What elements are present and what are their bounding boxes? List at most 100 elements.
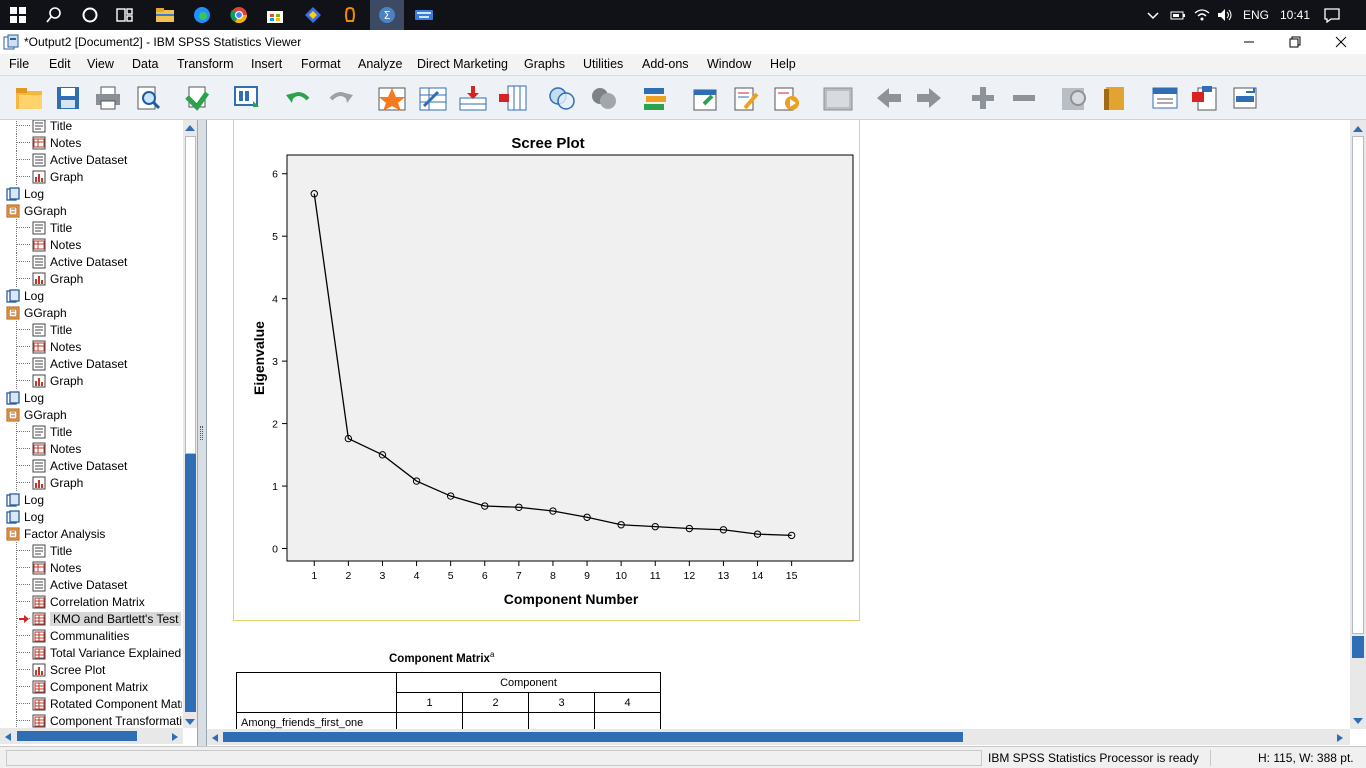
run-script-icon[interactable] (769, 82, 803, 114)
save-icon[interactable] (51, 82, 85, 114)
arrow-left-icon[interactable] (872, 82, 906, 114)
outline-item-kmo-and-bartlett-s-test[interactable]: KMO and Bartlett's Test (32, 610, 182, 627)
outline-item-log[interactable]: Log (6, 508, 44, 525)
outline-item-component-transformation-matrix[interactable]: Component Transformation Matrix (32, 712, 182, 728)
split-file-icon[interactable] (545, 82, 579, 114)
cortana-icon[interactable] (78, 3, 102, 27)
scroll-down-arrow-icon[interactable] (184, 716, 196, 730)
outline-item-title[interactable]: Title (32, 219, 72, 236)
show-data-icon[interactable] (821, 82, 855, 114)
outline-item-title[interactable]: Title (32, 542, 72, 559)
notification-icon[interactable] (1323, 0, 1341, 30)
vlc-icon[interactable] (338, 3, 362, 27)
outline-item-factor-analysis[interactable]: Factor Analysis (6, 525, 105, 542)
value-labels-icon[interactable] (638, 82, 672, 114)
menu-insert[interactable]: Insert (251, 57, 283, 71)
windows-icon[interactable] (6, 3, 30, 27)
chrome-icon[interactable] (227, 3, 251, 27)
outline-item-component-matrix[interactable]: Component Matrix (32, 678, 148, 695)
task-view-icon[interactable] (113, 3, 137, 27)
open-folder-icon[interactable] (12, 82, 46, 114)
expand-icon[interactable] (966, 82, 1000, 114)
outline-item-ggraph[interactable]: GGraph (6, 202, 67, 219)
scroll-left-arrow-icon[interactable] (210, 732, 220, 746)
outline-item-communalities[interactable]: Communalities (32, 627, 129, 644)
hide-book-icon[interactable] (1098, 82, 1132, 114)
outline-item-notes[interactable]: Notes (32, 134, 81, 151)
outline-item-title[interactable]: Title (32, 321, 72, 338)
outline-item-notes[interactable]: Notes (32, 440, 81, 457)
outline-item-notes[interactable]: Notes (32, 236, 81, 253)
insert-heading-icon[interactable] (1148, 82, 1182, 114)
insert-cases-icon[interactable] (456, 82, 490, 114)
menu-window[interactable]: Window (707, 57, 752, 71)
goto-data-icon[interactable] (231, 82, 265, 114)
menu-direct-marketing[interactable]: Direct Marketing (417, 57, 508, 71)
close-button[interactable] (1318, 30, 1364, 54)
collapse-icon[interactable] (1007, 82, 1041, 114)
chevron-up-icon[interactable] (1146, 0, 1160, 30)
menu-utilities[interactable]: Utilities (583, 57, 624, 71)
menu-edit[interactable]: Edit (49, 57, 71, 71)
redo-icon[interactable] (324, 82, 358, 114)
outline-item-notes[interactable]: Notes (32, 559, 81, 576)
menu-format[interactable]: Format (301, 57, 341, 71)
scroll-left-arrow-icon[interactable] (3, 731, 13, 745)
menu-transform[interactable]: Transform (177, 57, 234, 71)
volume-icon[interactable] (1216, 0, 1234, 30)
outline-item-log[interactable]: Log (6, 185, 44, 202)
outline-item-graph[interactable]: Graph (32, 270, 83, 287)
designate-window-icon[interactable] (688, 82, 722, 114)
insert-title-icon[interactable] (1188, 82, 1222, 114)
keyboard-icon[interactable] (412, 3, 436, 27)
clock[interactable]: 10:41 (1280, 8, 1311, 22)
outline-item-active-dataset[interactable]: Active Dataset (32, 355, 127, 372)
menu-help[interactable]: Help (770, 57, 796, 71)
menu-graphs[interactable]: Graphs (524, 57, 565, 71)
edge-icon[interactable] (190, 3, 214, 27)
undo-icon[interactable] (281, 82, 315, 114)
outline-item-log[interactable]: Log (6, 389, 44, 406)
outline-item-rotated-component-matrix[interactable]: Rotated Component Matrix (32, 695, 182, 712)
outline-horizontal-scrollbar[interactable] (0, 728, 183, 744)
content-scrollbar-track[interactable] (1352, 136, 1364, 634)
outline-item-log[interactable]: Log (6, 287, 44, 304)
scroll-right-arrow-icon[interactable] (170, 731, 180, 745)
outline-item-active-dataset[interactable]: Active Dataset (32, 576, 127, 593)
outline-item-ggraph[interactable]: GGraph (6, 304, 67, 321)
spss-icon[interactable]: Σ (370, 0, 404, 30)
outline-item-active-dataset[interactable]: Active Dataset (32, 253, 127, 270)
outline-item-title[interactable]: Title (32, 423, 72, 440)
scroll-up-arrow-icon[interactable] (1352, 123, 1364, 137)
maximize-button[interactable] (1272, 30, 1318, 54)
insert-variable-icon[interactable] (496, 82, 530, 114)
wifi-icon[interactable] (1194, 0, 1210, 30)
outline-vertical-scrollbar[interactable] (183, 120, 197, 730)
menu-data[interactable]: Data (132, 57, 159, 71)
search-icon[interactable] (42, 3, 66, 27)
scree-plot-frame[interactable]: Scree Plot Eigenvalue Component Number 0… (233, 120, 860, 621)
outline-item-active-dataset[interactable]: Active Dataset (32, 151, 127, 168)
store-icon[interactable] (263, 3, 287, 27)
print-preview-icon[interactable] (131, 82, 165, 114)
outline-item-ggraph[interactable]: GGraph (6, 406, 67, 423)
variables-icon[interactable] (416, 82, 450, 114)
menu-analyze[interactable]: Analyze (358, 57, 403, 71)
minimize-button[interactable] (1226, 30, 1272, 54)
outline-hscroll-thumb[interactable] (17, 731, 137, 741)
outline-scrollbar-track-upper[interactable] (185, 136, 196, 454)
scroll-down-arrow-icon[interactable] (1352, 715, 1364, 729)
language-indicator[interactable]: ENG (1243, 8, 1270, 22)
menu-file[interactable]: File (9, 57, 30, 71)
select-cases-icon[interactable] (587, 82, 621, 114)
app-icon[interactable] (301, 3, 325, 27)
menu-add-ons[interactable]: Add-ons (642, 57, 689, 71)
insert-text-icon[interactable] (1228, 82, 1262, 114)
outline-item-notes[interactable]: Notes (32, 338, 81, 355)
pane-splitter[interactable] (198, 120, 206, 746)
outline-item-scree-plot[interactable]: Scree Plot (32, 661, 105, 678)
outline-item-total-variance-explained[interactable]: Total Variance Explained (32, 644, 181, 661)
edit-script-icon[interactable] (729, 82, 763, 114)
content-vertical-scrollbar[interactable] (1350, 120, 1366, 729)
outline-item-graph[interactable]: Graph (32, 168, 83, 185)
